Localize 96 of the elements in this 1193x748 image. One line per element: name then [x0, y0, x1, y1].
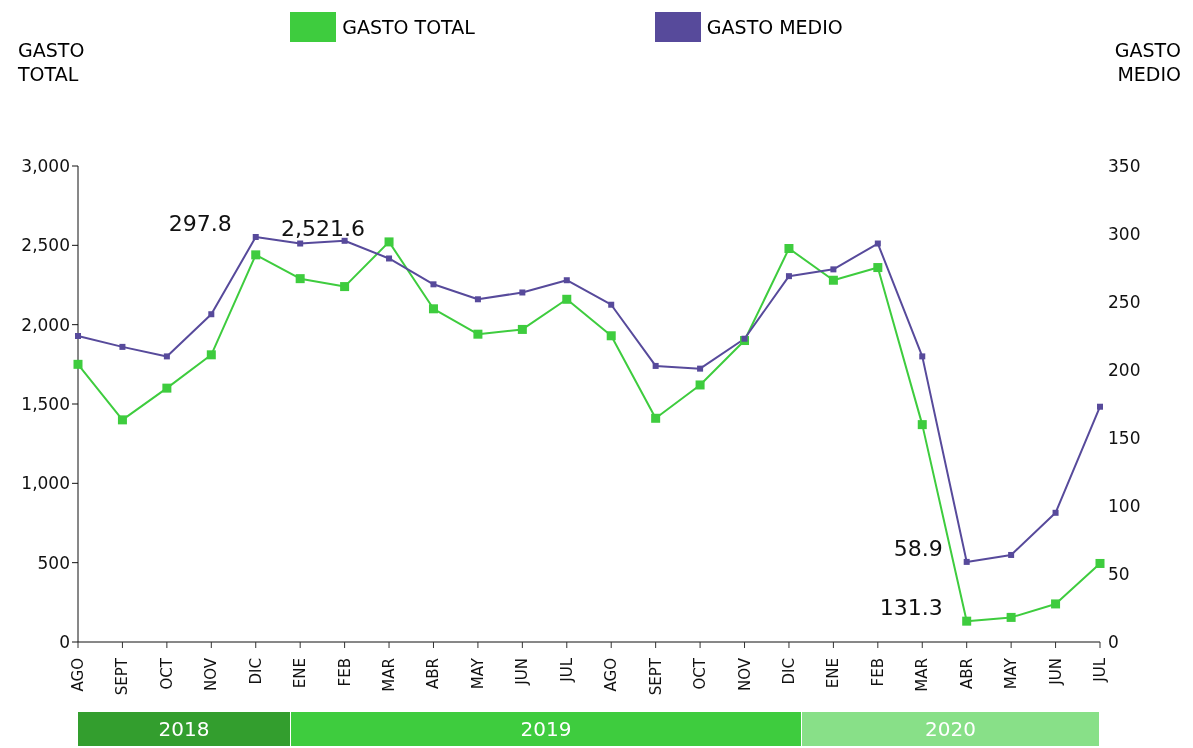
point [206, 350, 216, 360]
y2-tick-label: 100 [1108, 496, 1141, 517]
x-tick-label: DIC [246, 658, 265, 685]
x-tick-label: JUL [557, 657, 576, 683]
y-tick-label: 1,500 [21, 394, 70, 415]
x-tick-label: SEPT [113, 657, 132, 696]
x-tick-label: FEB [868, 658, 887, 687]
point [517, 324, 527, 334]
x-tick-label: ENE [291, 658, 310, 689]
x-tick-label: AGO [69, 658, 87, 692]
point [162, 383, 172, 393]
point [830, 266, 837, 273]
legend-label: GASTO TOTAL [342, 16, 475, 38]
data-label: 58.9 [893, 535, 943, 561]
text: 2019 [290, 712, 801, 746]
point [917, 420, 927, 430]
point [562, 294, 572, 304]
x-tick-label: JUN [513, 658, 532, 686]
y2-tick-label: 250 [1108, 292, 1141, 313]
point [785, 273, 792, 280]
point [608, 301, 615, 308]
point [428, 304, 438, 314]
x-tick-label: FEB [335, 658, 354, 687]
y2-tick-label: 300 [1108, 224, 1141, 245]
y2-tick-label: 0 [1108, 632, 1119, 653]
x-tick-label: SEPT [646, 657, 665, 696]
point [340, 282, 350, 292]
y2-tick-label: 350 [1108, 156, 1141, 177]
x-tick-label: MAR [380, 658, 399, 692]
point [784, 244, 794, 254]
text: 2020 [801, 712, 1099, 746]
y-tick-label: 2,500 [21, 235, 70, 256]
y-axis-title: GASTO TOTAL [18, 38, 86, 86]
point [386, 255, 393, 262]
x-tick-label: OCT [157, 657, 176, 690]
point [117, 415, 127, 425]
point [652, 362, 659, 369]
point [697, 365, 704, 372]
point [919, 353, 926, 360]
x-tick-label: NOV [735, 657, 754, 692]
point [119, 343, 126, 350]
x-tick-label: JUN [1046, 658, 1065, 686]
y-tick-label: 500 [37, 552, 70, 573]
point [606, 331, 616, 341]
point [208, 311, 215, 318]
point [1097, 403, 1103, 410]
y2-tick-label: 50 [1108, 564, 1130, 585]
point [252, 233, 259, 240]
x-tick-label: AGO [602, 658, 621, 692]
point [963, 558, 970, 565]
x-tick-label: NOV [202, 657, 221, 692]
point [295, 274, 305, 284]
point [73, 359, 83, 369]
point [519, 289, 526, 296]
y2-tick-label: 200 [1108, 360, 1141, 381]
data-label: 131.3 [879, 595, 943, 621]
x-tick-label: MAY [468, 657, 487, 690]
point [828, 275, 838, 285]
point [251, 250, 261, 260]
x-tick-label: ABR [957, 658, 976, 689]
point [1008, 551, 1015, 558]
point [651, 413, 661, 423]
point [741, 335, 748, 342]
data-label: 2,521.6 [281, 215, 366, 241]
x-tick-label: MAY [1002, 657, 1021, 690]
point [1006, 612, 1016, 622]
point [563, 277, 570, 284]
point [873, 263, 883, 273]
point [874, 240, 881, 247]
x-tick-label: JUL [1091, 657, 1109, 683]
y2-tick-label: 150 [1108, 428, 1141, 449]
legend-label: GASTO MEDIO [706, 16, 843, 38]
point [695, 380, 705, 390]
x-tick-label: MAR [913, 658, 932, 692]
point [75, 333, 81, 339]
point [384, 237, 394, 247]
data-label: 297.8 [168, 210, 232, 236]
point [1052, 509, 1059, 516]
point [297, 240, 304, 247]
text: 2018 [78, 712, 290, 746]
point [473, 329, 483, 339]
x-tick-label: DIC [779, 658, 798, 685]
x-tick-label: ABR [424, 658, 443, 689]
point [1095, 558, 1105, 568]
y-tick-label: 0 [59, 632, 70, 653]
point [962, 616, 972, 626]
y-tick-label: 3,000 [21, 156, 70, 177]
point [1051, 599, 1061, 609]
y2-axis-title: GASTO MEDIO [1113, 38, 1181, 86]
y-tick-label: 1,000 [21, 473, 70, 494]
point [430, 281, 437, 288]
point [474, 296, 481, 303]
x-tick-label: ENE [824, 658, 843, 689]
y-tick-label: 2,000 [21, 314, 70, 335]
point [163, 353, 170, 360]
x-tick-label: OCT [691, 657, 710, 690]
